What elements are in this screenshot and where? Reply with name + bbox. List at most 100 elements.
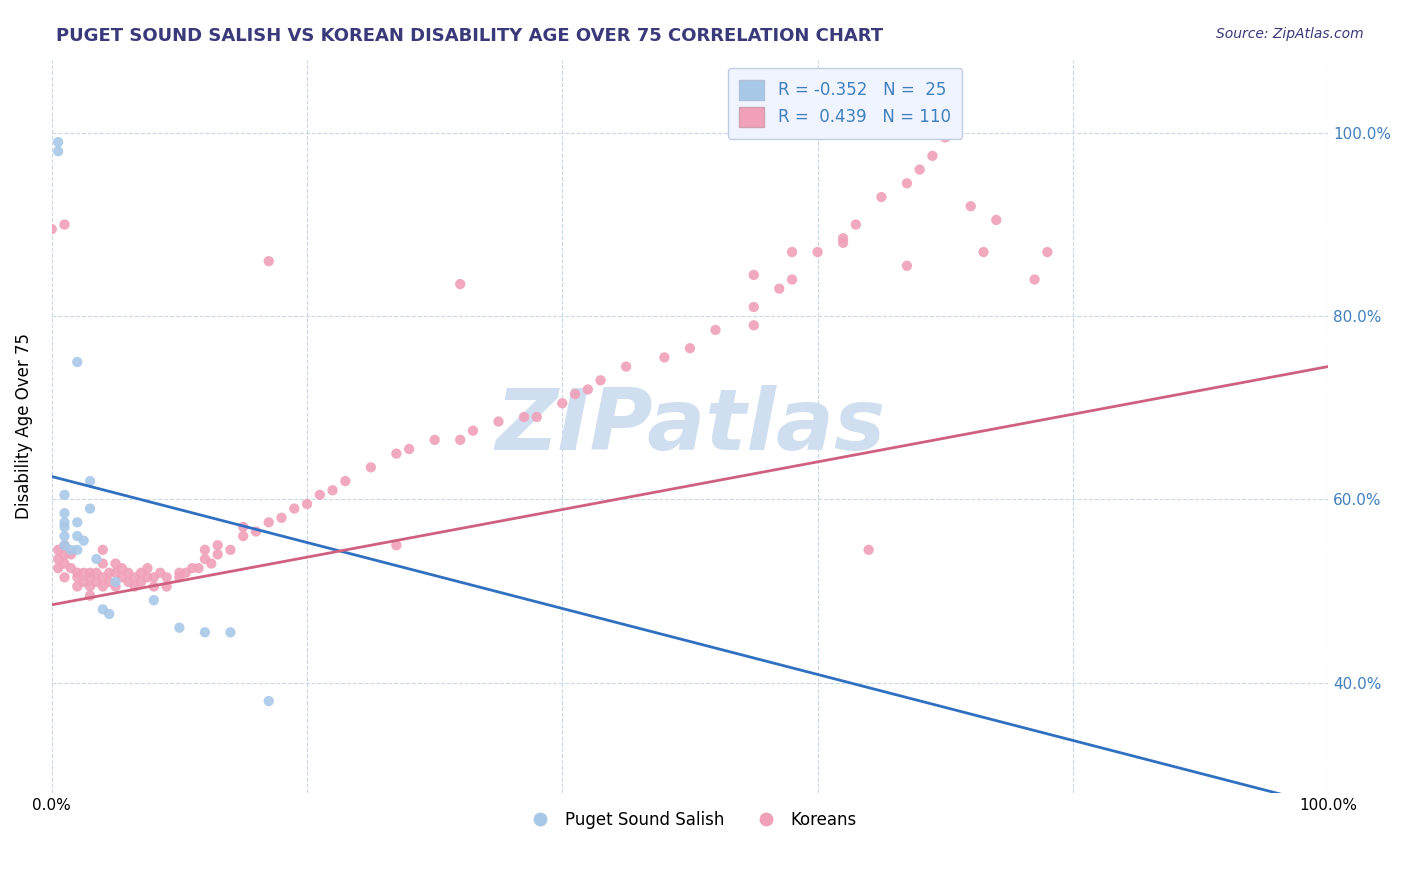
Text: PUGET SOUND SALISH VS KOREAN DISABILITY AGE OVER 75 CORRELATION CHART: PUGET SOUND SALISH VS KOREAN DISABILITY … (56, 27, 883, 45)
Point (66, 516, 89, 530)
Point (921, 149, 943, 163)
Point (136, 561, 159, 575)
Point (53, 548, 76, 562)
Point (245, 524, 267, 539)
Point (194, 552, 217, 566)
Point (385, 538, 408, 552)
Point (79, 474, 101, 488)
Point (59, 542, 82, 557)
Point (654, 351, 676, 365)
Point (59, 548, 82, 562)
Point (104, 566, 127, 580)
Point (589, 373, 612, 387)
Point (207, 548, 229, 562)
Point (46, 135, 69, 149)
Point (98, 566, 121, 580)
Point (66, 579, 89, 593)
Point (845, 218, 868, 232)
Point (73, 533, 96, 548)
Point (169, 566, 191, 580)
Point (66, 355, 89, 369)
Point (91, 570, 114, 584)
Point (526, 409, 548, 424)
Point (86, 552, 108, 566)
Y-axis label: Disability Age Over 75: Disability Age Over 75 (15, 333, 32, 519)
Point (73, 566, 96, 580)
Point (1036, 245, 1059, 260)
Point (79, 501, 101, 516)
Point (858, 542, 880, 557)
Point (98, 607, 121, 621)
Point (806, 245, 828, 260)
Point (124, 570, 146, 584)
Point (169, 621, 191, 635)
Point (576, 383, 599, 397)
Point (53, 557, 76, 571)
Text: ZIPatlas: ZIPatlas (495, 384, 884, 467)
Point (129, 574, 152, 589)
Point (46, 542, 69, 557)
Point (986, 213, 1008, 227)
Point (423, 433, 446, 447)
Point (41, 222, 63, 236)
Point (219, 625, 242, 640)
Point (111, 561, 134, 575)
Point (385, 447, 408, 461)
Point (117, 574, 139, 589)
Point (896, 176, 918, 190)
Point (896, 259, 918, 273)
Point (780, 245, 803, 260)
Legend: Puget Sound Salish, Koreans: Puget Sound Salish, Koreans (516, 805, 863, 836)
Point (207, 538, 229, 552)
Point (283, 501, 305, 516)
Point (156, 570, 179, 584)
Point (91, 557, 114, 571)
Point (461, 424, 484, 438)
Point (870, 190, 893, 204)
Point (742, 318, 765, 333)
Point (79, 570, 101, 584)
Point (169, 570, 191, 584)
Point (104, 557, 127, 571)
Point (449, 277, 471, 291)
Point (142, 570, 165, 584)
Point (66, 542, 89, 557)
Point (232, 520, 254, 534)
Point (908, 162, 931, 177)
Point (934, 130, 956, 145)
Point (308, 488, 330, 502)
Point (124, 579, 146, 593)
Point (53, 488, 76, 502)
Text: Source: ZipAtlas.com: Source: ZipAtlas.com (1216, 27, 1364, 41)
Point (86, 566, 108, 580)
Point (742, 300, 765, 314)
Point (194, 542, 217, 557)
Point (59, 561, 82, 575)
Point (768, 282, 790, 296)
Point (46, 561, 69, 575)
Point (513, 409, 536, 424)
Point (156, 579, 179, 593)
Point (322, 483, 344, 498)
Point (46, 552, 69, 566)
Point (257, 694, 280, 708)
Point (200, 557, 222, 571)
Point (104, 574, 127, 589)
Point (91, 602, 114, 616)
Point (53, 218, 76, 232)
Point (780, 272, 803, 286)
Point (53, 529, 76, 543)
Point (46, 145, 69, 159)
Point (551, 396, 574, 410)
Point (91, 542, 114, 557)
Point (335, 474, 357, 488)
Point (73, 574, 96, 589)
Point (79, 579, 101, 593)
Point (142, 593, 165, 607)
Point (53, 520, 76, 534)
Point (53, 516, 76, 530)
Point (104, 579, 127, 593)
Point (270, 510, 292, 524)
Point (232, 529, 254, 543)
Point (488, 415, 510, 429)
